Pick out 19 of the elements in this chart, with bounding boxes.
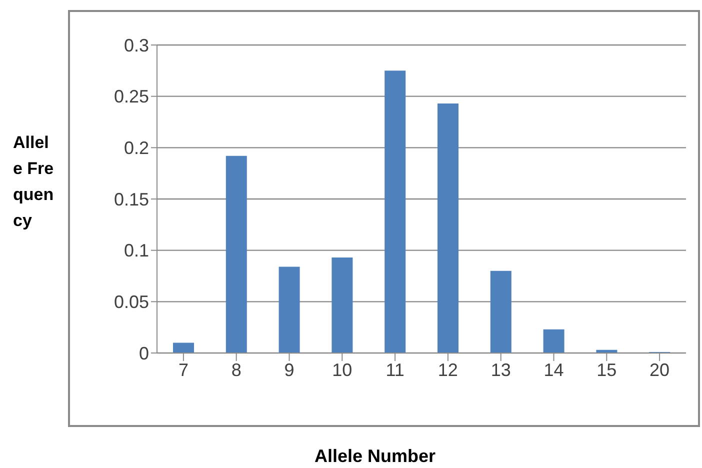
y-tick-label: 0.25	[114, 86, 149, 107]
x-tick-label: 14	[544, 360, 564, 380]
x-tick-label: 10	[332, 360, 352, 380]
y-tick-label: 0.05	[114, 292, 149, 312]
y-axis-title: Allele Frequency	[13, 132, 55, 232]
x-tick-label: 12	[438, 360, 458, 380]
x-axis-title: Allele Number	[313, 446, 437, 467]
x-tick-label: 7	[178, 360, 188, 380]
x-tick-label: 8	[231, 360, 242, 380]
x-tick-label: 9	[284, 360, 294, 380]
y-tick-label: 0	[138, 343, 149, 364]
x-tick-label: 13	[490, 360, 511, 380]
y-tick-label: 0.2	[124, 138, 149, 158]
x-tick-label: 20	[650, 360, 670, 380]
x-tick-label: 15	[596, 360, 617, 380]
y-tick-label: 0.1	[124, 240, 149, 261]
y-tick-label: 0.15	[114, 189, 149, 210]
y-tick-label: 0.3	[124, 35, 149, 56]
x-tick-label: 11	[386, 360, 404, 380]
